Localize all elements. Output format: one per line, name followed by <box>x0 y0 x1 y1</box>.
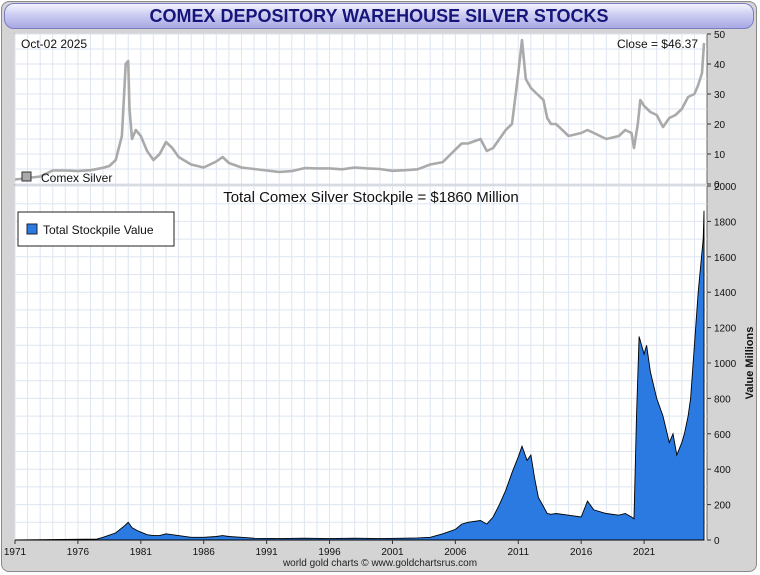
price-y-tick-label: 0 <box>714 180 720 191</box>
stockpile-y-tick-label: 200 <box>714 501 731 512</box>
price-y-tick-label: 20 <box>714 120 726 131</box>
title-bar: COMEX DEPOSITORY WAREHOUSE SILVER STOCKS <box>4 3 754 29</box>
page-title: COMEX DEPOSITORY WAREHOUSE SILVER STOCKS <box>149 6 609 26</box>
x-tick-label: 2001 <box>381 547 404 558</box>
stockpile-y-ticks: 0 200 400 600 800 1000 1200 1400 1600 1800 2000 <box>707 182 737 547</box>
stockpile-legend-swatch <box>26 223 38 235</box>
stockpile-y-tick-label: 1000 <box>714 359 737 370</box>
comex-silver-line <box>14 38 706 181</box>
x-tick-label: 1986 <box>193 547 216 558</box>
x-tick-label: 1991 <box>256 547 279 558</box>
stockpile-area <box>14 210 705 541</box>
date-label: Oct-02 2025 <box>21 37 87 51</box>
stockpile-y-tick-label: 1400 <box>714 288 737 299</box>
stockpile-legend-label: Total Stockpile Value <box>43 223 154 237</box>
stockpile-y-tick-label: 0 <box>714 536 720 547</box>
x-tick-label: 2021 <box>633 547 656 558</box>
x-tick-label: 1971 <box>4 547 27 558</box>
price-y-tick-label: 50 <box>714 30 726 41</box>
stockpile-y-tick-label: 1800 <box>714 217 737 228</box>
x-tick-label: 2011 <box>508 547 530 558</box>
close-label: Close = $46.37 <box>617 37 698 51</box>
stockpile-y-tick-label: 2000 <box>714 182 737 193</box>
x-tick-label: 1996 <box>318 547 341 558</box>
price-y-ticks: 0 10 20 30 40 50 <box>707 30 726 191</box>
stockpile-y-tick-label: 1600 <box>714 253 737 264</box>
x-tick-label: 1976 <box>67 547 90 558</box>
x-tick-label: 2016 <box>570 547 593 558</box>
stockpile-y-tick-label: 600 <box>714 430 731 441</box>
price-y-tick-label: 10 <box>714 150 726 161</box>
price-y-tick-label: 40 <box>714 60 726 71</box>
price-grid <box>14 33 707 185</box>
x-tick-label: 2006 <box>444 547 467 558</box>
stockpile-grid <box>14 185 707 541</box>
x-axis-ticks: 1971 1976 1981 1986 1991 1996 2001 2006 2011 2016… <box>4 540 656 558</box>
price-y-tick-label: 30 <box>714 90 726 101</box>
stockpile-legend <box>17 211 175 247</box>
stockpile-total-label: Total Comex Silver Stockpile = $1860 Mil… <box>223 189 519 206</box>
price-legend-swatch <box>21 171 32 182</box>
y-axis-label: Value Millions <box>744 327 756 400</box>
stockpile-y-tick-label: 400 <box>714 465 731 476</box>
x-tick-label: 1981 <box>130 547 153 558</box>
footer-credit: world gold charts © www.goldchartsrus.co… <box>282 558 478 569</box>
price-legend-label: Comex Silver <box>41 171 112 185</box>
stockpile-y-tick-label: 800 <box>714 394 731 405</box>
stockpile-y-tick-label: 1200 <box>714 324 737 335</box>
